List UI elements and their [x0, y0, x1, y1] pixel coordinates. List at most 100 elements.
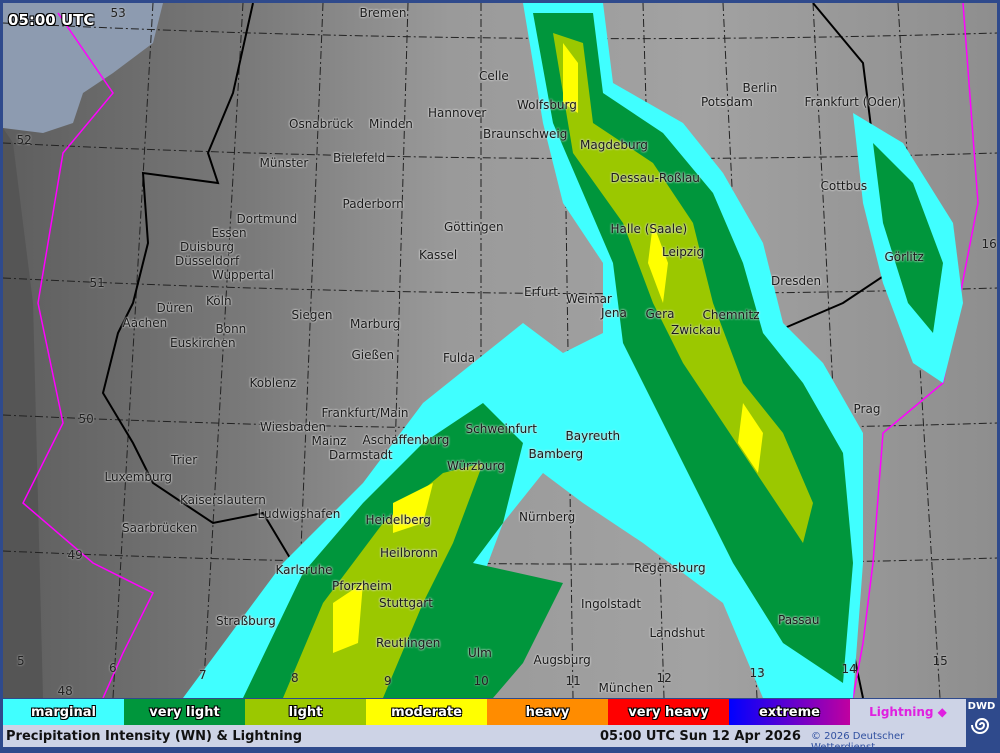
legend-moderate: moderate	[366, 699, 487, 725]
city-label: Koblenz	[249, 376, 297, 390]
city-label: Augsburg	[533, 653, 591, 667]
city-label: Straßburg	[216, 614, 276, 628]
precipitation-legend: marginal very light light moderate heavy…	[3, 699, 966, 725]
city-label: Mainz	[311, 434, 347, 448]
grid-coordinate-label: 12	[656, 671, 672, 685]
city-label: Essen	[211, 226, 247, 240]
copyright: © 2026 Deutscher Wetterdienst	[811, 731, 905, 753]
city-label: Erfurt	[524, 285, 558, 299]
city-label: Würzburg	[447, 459, 505, 473]
city-label: Euskirchen	[170, 336, 236, 350]
city-label: Chemnitz	[702, 308, 760, 322]
city-label: Trier	[171, 453, 198, 467]
city-label: Wiesbaden	[260, 420, 327, 434]
product-datetime: 05:00 UTC Sun 12 Apr 2026	[600, 729, 801, 744]
city-label: Bamberg	[528, 447, 584, 461]
city-label: Potsdam	[701, 95, 753, 109]
grid-coordinate-label: 11	[565, 674, 581, 688]
city-label: Ludwigshafen	[257, 507, 341, 521]
grid-coordinate-label: 49	[67, 548, 83, 562]
city-label: Minden	[369, 117, 413, 131]
grid-coordinate-label: 9	[384, 674, 392, 688]
city-label: Siegen	[291, 308, 333, 322]
city-label: Wolfsburg	[517, 98, 577, 112]
city-label: Ingolstadt	[581, 597, 642, 611]
city-label: Osnabrück	[289, 117, 354, 131]
legend-very-light: very light	[124, 699, 245, 725]
grid-coordinate-label: 6	[109, 661, 117, 675]
city-label: Köln	[206, 294, 232, 308]
city-label: Cottbus	[820, 179, 868, 193]
sea-area	[3, 3, 163, 133]
city-label: Celle	[479, 69, 509, 83]
city-label: Schweinfurt	[465, 422, 537, 436]
city-label: Bayreuth	[565, 429, 621, 443]
city-label: Berlin	[742, 81, 778, 95]
city-label: Frankfurt/Main	[321, 406, 409, 420]
city-label: Passau	[778, 613, 820, 627]
radar-map[interactable]: Bremen Celle Wolfsburg Hannover Potsdam Berli…	[3, 3, 997, 698]
city-label: Darmstadt	[329, 448, 393, 462]
grid-coordinate-label: 52	[16, 133, 32, 147]
city-label: Görlitz	[884, 250, 924, 264]
city-label: Landshut	[649, 626, 705, 640]
footer: Precipitation Intensity (WN) & Lightning…	[3, 725, 966, 753]
city-label: Hannover	[428, 106, 487, 120]
city-label: Halle (Saale)	[610, 222, 688, 236]
city-label: München	[598, 681, 654, 695]
city-label: Stuttgart	[379, 596, 433, 610]
city-label: Düsseldorf	[175, 254, 240, 268]
city-label: Kaiserslautern	[180, 493, 266, 507]
grid-coordinate-label: 13	[749, 666, 765, 680]
city-label: Regensburg	[634, 561, 706, 575]
legend-light: light	[245, 699, 366, 725]
city-label: Dessau-Roßlau	[610, 171, 700, 185]
grid-coordinate-label: 14	[841, 662, 857, 676]
city-label: Braunschweig	[483, 127, 568, 141]
grid-coordinate-label: 5	[17, 654, 25, 668]
precipitation	[183, 3, 963, 698]
city-label: Jena	[601, 306, 627, 320]
city-label: Reutlingen	[376, 636, 441, 650]
city-label: Bonn	[215, 322, 247, 336]
city-label: Wuppertal	[212, 268, 274, 282]
radar-range-boundary	[22, 3, 979, 698]
city-label: Duisburg	[180, 240, 234, 254]
city-label: Göttingen	[444, 220, 504, 234]
grid-coordinate-label: 10	[473, 674, 489, 688]
city-label: Pforzheim	[332, 579, 393, 593]
dwd-logo: DWD	[966, 699, 997, 747]
city-label: Karlsruhe	[275, 563, 333, 577]
city-label: Luxemburg	[104, 470, 172, 484]
grid-coordinate-label: 15	[932, 654, 948, 668]
city-label: Düren	[156, 301, 194, 315]
legend-heavy: heavy	[487, 699, 608, 725]
city-label: Bielefeld	[333, 151, 386, 165]
grid-coordinate-label: 16	[981, 237, 997, 251]
city-label: Frankfurt (Oder)	[804, 95, 902, 109]
grid-coordinate-label: 51	[89, 276, 105, 290]
city-label: Saarbrücken	[122, 521, 198, 535]
city-label: Münster	[259, 156, 309, 170]
coast-west	[3, 128, 43, 698]
base-map	[3, 3, 997, 698]
city-label: Gießen	[351, 348, 395, 362]
dwd-swirl-icon	[970, 718, 989, 734]
city-label: Weimar	[566, 292, 612, 306]
legend-extreme: extreme	[729, 699, 850, 725]
city-label: Aachen	[122, 316, 168, 330]
grid-coordinate-label: 7	[199, 668, 207, 682]
city-label: Kassel	[419, 248, 458, 262]
legend-lightning: Lightning ◆	[850, 699, 966, 725]
border-line	[101, 3, 295, 698]
time-label: 05:00 UTC	[8, 11, 95, 29]
city-label: Leipzig	[662, 245, 705, 259]
city-label: Magdeburg	[580, 138, 648, 152]
city-label: Heidelberg	[365, 513, 431, 527]
city-label: Ulm	[468, 646, 492, 660]
legend-marginal: marginal	[3, 699, 124, 725]
grid-coordinate-label: 8	[291, 671, 299, 685]
city-label: Gera	[645, 307, 675, 321]
city-label: Aschaffenburg	[362, 433, 450, 447]
